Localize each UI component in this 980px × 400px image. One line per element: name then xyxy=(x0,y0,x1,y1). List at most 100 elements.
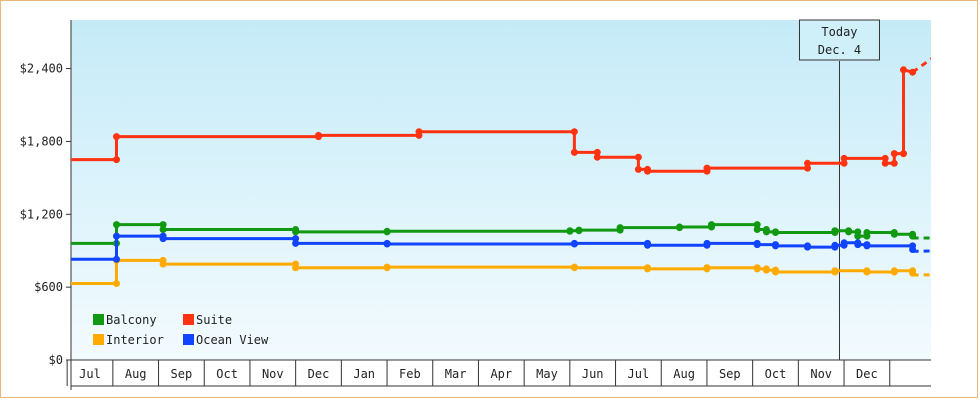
data-point xyxy=(890,159,898,167)
today-box xyxy=(798,19,880,61)
data-point xyxy=(292,235,300,243)
data-point xyxy=(831,268,839,276)
x-tick-label: Oct xyxy=(765,367,787,381)
data-point xyxy=(113,133,120,141)
legend-label: Balcony xyxy=(106,313,157,327)
data-point xyxy=(415,131,423,139)
x-tick-label: Jul xyxy=(628,367,650,381)
series-layer xyxy=(71,57,931,287)
data-point xyxy=(909,68,917,76)
data-point xyxy=(840,154,848,162)
data-point xyxy=(845,227,853,235)
data-point xyxy=(113,156,120,164)
data-point xyxy=(676,224,683,232)
x-tick-label: Sep xyxy=(719,367,741,381)
data-point xyxy=(863,267,871,275)
data-point xyxy=(383,228,391,236)
data-point xyxy=(113,232,120,240)
legend-swatch xyxy=(93,334,104,345)
x-tick-label: Oct xyxy=(216,367,238,381)
data-point xyxy=(863,241,871,249)
data-point xyxy=(570,263,578,271)
today-label: Today xyxy=(821,25,857,39)
data-point xyxy=(900,150,907,158)
data-point xyxy=(708,223,715,231)
y-tick-label: $600 xyxy=(34,280,63,294)
legend-label: Interior xyxy=(106,333,164,347)
x-axis: Jul Aug Sep Oct Nov Dec Jan Feb Mar Apr May Jun Jul A… xyxy=(66,359,931,387)
data-point xyxy=(703,265,711,273)
data-point xyxy=(575,227,583,235)
data-point xyxy=(292,239,300,247)
data-point xyxy=(804,159,811,167)
x-tick-label: Sep xyxy=(171,367,193,381)
x-tick-label: Jan xyxy=(353,367,375,381)
legend-label: Ocean View xyxy=(196,333,269,347)
y-axis: $0 $600 $1,200 $1,800 $2,400 xyxy=(20,20,72,390)
x-tick-label: Dec xyxy=(856,367,878,381)
today-marker: Today Dec. 4 xyxy=(798,19,880,360)
data-point xyxy=(890,150,898,158)
data-point xyxy=(113,255,120,263)
data-point xyxy=(840,241,848,249)
y-tick-label: $2,400 xyxy=(20,62,63,76)
legend-swatch xyxy=(93,314,104,325)
data-point xyxy=(644,264,651,272)
x-tick-label: Aug xyxy=(125,367,147,381)
legend-swatch xyxy=(183,314,194,325)
data-point xyxy=(881,159,889,167)
data-point xyxy=(762,265,770,273)
data-point xyxy=(703,167,711,175)
data-point xyxy=(159,226,167,233)
data-point xyxy=(881,154,889,162)
x-tick-label: Jul xyxy=(79,367,101,381)
x-tick-label: Jun xyxy=(582,367,604,381)
data-point xyxy=(854,228,862,236)
data-point xyxy=(753,226,761,233)
series-projection-interior xyxy=(912,273,931,277)
data-point xyxy=(753,264,761,272)
x-tick-label: Nov xyxy=(262,367,284,381)
data-point xyxy=(644,165,651,173)
data-point xyxy=(703,241,711,249)
x-tick-label: Dec xyxy=(308,367,330,381)
data-point xyxy=(900,66,907,74)
data-point xyxy=(570,240,578,248)
data-point xyxy=(804,242,811,250)
y-tick-label: $0 xyxy=(49,353,63,367)
data-point xyxy=(840,159,848,167)
data-point xyxy=(753,221,761,229)
legend: Balcony Suite Interior Ocean View xyxy=(93,313,269,347)
x-tick-label: Nov xyxy=(810,367,832,381)
data-point xyxy=(762,226,770,233)
x-tick-label: Aug xyxy=(673,367,695,381)
series-suite xyxy=(71,57,931,175)
x-tick-label: Mar xyxy=(445,367,467,381)
data-point xyxy=(909,267,917,275)
data-point xyxy=(570,128,578,136)
data-point xyxy=(854,239,862,247)
series-ocean-view xyxy=(71,232,931,263)
y-tick-label: $1,800 xyxy=(20,134,63,148)
data-point xyxy=(113,221,120,229)
data-point xyxy=(804,164,811,172)
series-interior xyxy=(71,256,931,287)
data-point xyxy=(644,239,651,247)
today-date: Dec. 4 xyxy=(818,43,861,57)
x-tick-label: May xyxy=(536,367,558,381)
y-tick-label: $1,200 xyxy=(20,207,63,221)
data-point xyxy=(383,239,391,247)
data-point xyxy=(863,232,871,240)
data-point xyxy=(159,221,167,229)
series-projection-suite xyxy=(911,57,931,74)
data-point xyxy=(753,239,761,247)
series-balcony xyxy=(71,221,931,247)
data-point xyxy=(634,165,642,173)
data-point xyxy=(113,280,120,287)
data-point xyxy=(772,266,779,274)
series-projection-ocean-view xyxy=(912,249,931,253)
data-point xyxy=(909,242,917,250)
data-point xyxy=(831,243,839,251)
data-point xyxy=(159,256,167,264)
